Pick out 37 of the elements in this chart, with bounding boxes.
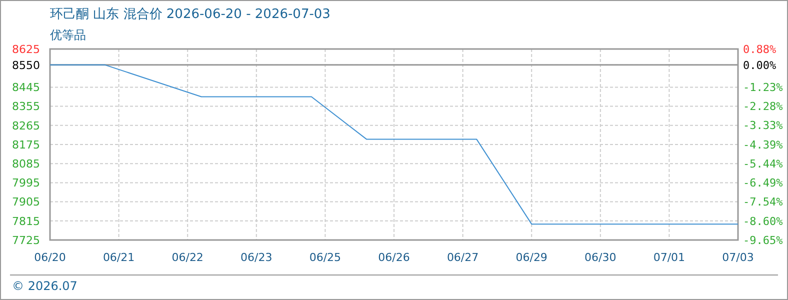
y-tick-label: 7725 [12,234,40,247]
y2-tick-label: -7.54% [743,196,784,209]
y-tick-label: 8550 [12,58,40,72]
y2-tick-label: -2.28% [743,100,784,114]
y2-tick-label: -3.33% [743,119,784,132]
y-tick-label: 7905 [12,196,40,209]
text: © 2026.07 [12,279,78,293]
line-series [50,64,738,225]
y-tick-label: 8445 [12,81,40,94]
x-tick-label: 06/20 [34,250,66,264]
chart-subtitle: 优等品 [50,28,86,42]
chart-title: 环己酮 山东 混合价 2026-06-20 - 2026-07-03 [50,7,330,22]
y2-tick-label: -6.49% [743,176,784,190]
y-tick-label: 8085 [12,157,40,170]
x-tick-label: 06/22 [172,250,204,264]
x-tick-label: 07/03 [722,250,754,264]
x-tick-label: 06/25 [309,250,342,264]
y-tick-label: 7995 [12,176,40,190]
y-tick-label: 8355 [12,100,40,114]
y2-tick-label: 0.88% [743,42,776,56]
x-tick-label: 06/21 [102,250,135,264]
y2-tick-label: -5.44% [743,157,784,170]
y-tick-label: 7815 [12,214,40,228]
y-tick-label: 8625 [12,42,40,56]
y2-tick-label: -9.65% [743,234,784,247]
y2-tick-label: 0.00% [743,58,776,72]
x-tick-label: 07/01 [653,250,686,264]
x-tick-label: 06/23 [240,250,272,264]
y-tick-label: 8265 [12,119,40,132]
x-tick-label: 06/26 [378,250,410,264]
x-tick-label: 06/30 [584,250,616,264]
x-tick-label: 06/27 [446,250,479,264]
x-tick-label: 06/29 [516,250,548,264]
y2-tick-label: -8.60% [743,214,784,228]
y2-tick-label: -4.39% [743,138,784,152]
y-tick-label: 8175 [12,138,40,152]
y2-tick-label: -1.23% [743,81,784,94]
